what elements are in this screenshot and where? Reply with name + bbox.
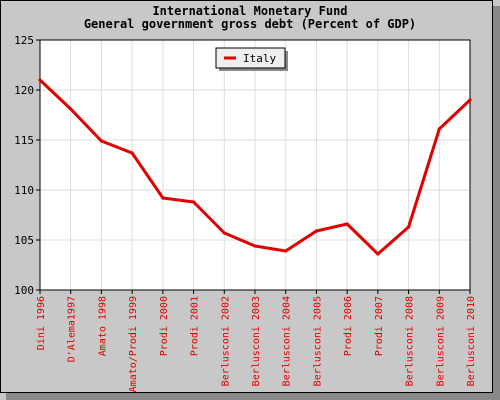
legend-box <box>215 47 286 69</box>
x-tick-label: Prodi 2007 <box>374 296 385 356</box>
data-point <box>191 200 196 204</box>
data-point <box>345 222 349 226</box>
x-tick-label: Berlusconi 2003 <box>251 296 262 386</box>
chart-shadow-bottom <box>6 393 500 400</box>
data-point <box>161 196 165 200</box>
x-tick-label: Prodi 2000 <box>159 296 170 356</box>
x-tick-label: Berlusconi 2004 <box>282 296 293 386</box>
x-tick-label: D'Alema1997 <box>67 296 78 362</box>
data-point <box>437 127 441 131</box>
chart-shadow-right <box>493 6 500 400</box>
y-tick-label: 120 <box>14 84 34 97</box>
chart-title: International Monetary Fund <box>152 4 347 18</box>
x-tick-label: Amato 1998 <box>97 296 108 356</box>
x-tick-label: Berlusconi 2005 <box>312 296 323 386</box>
y-tick-label: 105 <box>14 234 34 247</box>
data-point <box>38 78 42 82</box>
x-tick-label: Dini 1996 <box>36 296 47 350</box>
chart-subtitle: General government gross debt (Percent o… <box>84 17 416 31</box>
chart-border <box>0 0 493 393</box>
y-tick-label: 110 <box>14 184 34 197</box>
data-point <box>376 252 380 256</box>
data-point <box>130 151 134 155</box>
data-point <box>253 244 257 248</box>
data-point <box>222 231 226 235</box>
legend-label-italy: Italy <box>243 52 276 65</box>
data-point <box>99 139 104 143</box>
legend: Italy <box>215 47 288 71</box>
data-point <box>284 249 288 253</box>
series-italy <box>38 78 472 256</box>
y-tick-label: 125 <box>14 34 34 47</box>
x-tick-label: Berlusconi 2008 <box>405 296 416 386</box>
x-tick-label: Berlusconi 2010 <box>466 296 477 386</box>
x-tick-label: Berlusconi 2002 <box>220 296 231 386</box>
y-tick-label: 100 <box>14 284 34 297</box>
x-tick-label: Amato/Prodi 1999 <box>128 296 139 392</box>
x-axis: Dini 1996 D'Alema1997 Amato 1998 Amato/Prod… <box>36 290 477 392</box>
y-tick-label: 115 <box>14 134 34 147</box>
y-axis: 100 105 110 115 120 125 <box>14 34 40 297</box>
x-tick-label: Prodi 2006 <box>343 296 354 356</box>
data-point <box>406 225 411 229</box>
x-tick-label: Berlusconi 2009 <box>435 296 446 386</box>
data-point <box>69 107 73 111</box>
data-point <box>468 98 472 102</box>
grid-lines <box>40 40 470 290</box>
data-point <box>314 229 319 233</box>
x-tick-label: Prodi 2001 <box>190 296 201 356</box>
